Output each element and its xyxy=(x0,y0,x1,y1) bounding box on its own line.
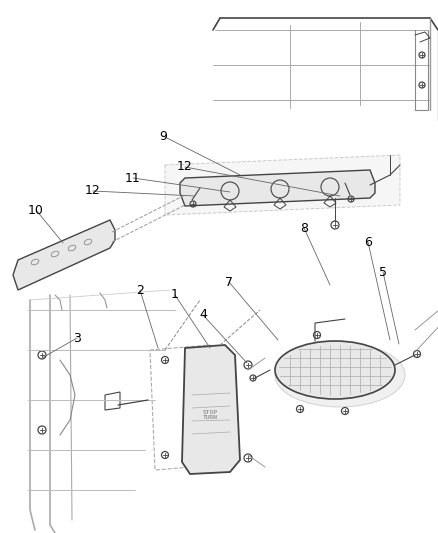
Polygon shape xyxy=(165,155,400,215)
Text: 9: 9 xyxy=(159,130,167,142)
Polygon shape xyxy=(182,345,240,474)
Text: 4: 4 xyxy=(199,309,207,321)
Text: 2: 2 xyxy=(136,284,144,296)
Text: 11: 11 xyxy=(125,172,141,184)
Polygon shape xyxy=(13,220,115,290)
Text: STOP
TURN: STOP TURN xyxy=(202,409,218,421)
Text: 10: 10 xyxy=(28,204,44,216)
Text: 12: 12 xyxy=(85,184,101,198)
Text: 8: 8 xyxy=(300,222,308,235)
Ellipse shape xyxy=(275,343,405,407)
Text: 6: 6 xyxy=(364,236,372,248)
Ellipse shape xyxy=(275,341,395,399)
Text: 1: 1 xyxy=(171,288,179,302)
Text: 5: 5 xyxy=(379,265,387,279)
Text: 3: 3 xyxy=(73,332,81,344)
Polygon shape xyxy=(105,392,120,410)
Polygon shape xyxy=(180,170,375,206)
Text: 7: 7 xyxy=(225,276,233,288)
Text: 12: 12 xyxy=(177,160,193,174)
